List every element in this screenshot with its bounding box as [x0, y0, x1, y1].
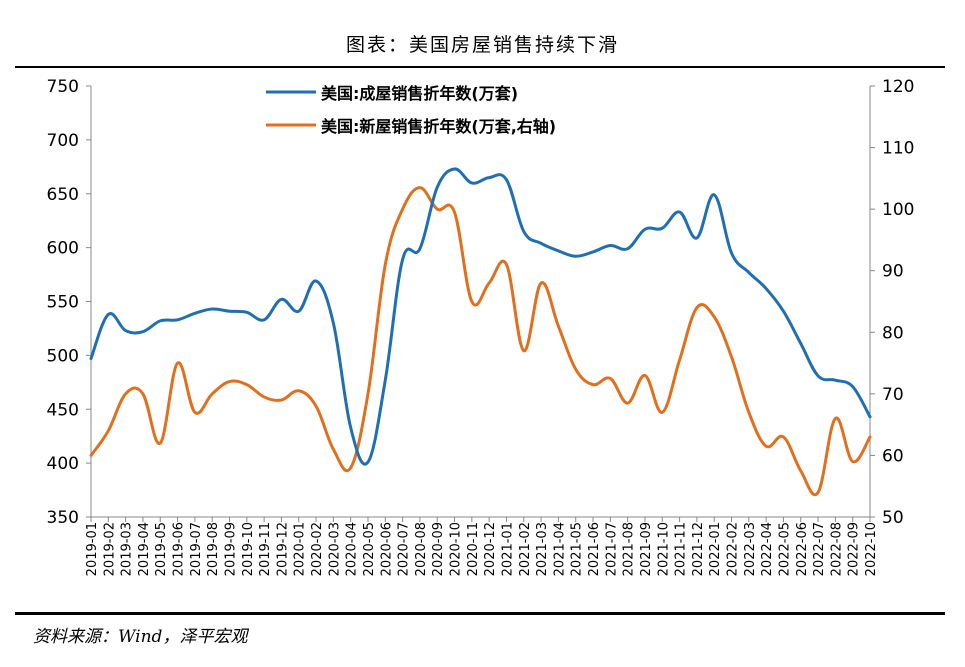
x-tick-label: 2020-01 — [293, 522, 308, 576]
right-y-tick-label: 120 — [882, 77, 914, 97]
x-tick-label: 2021-02 — [518, 522, 533, 576]
right-y-tick-label: 110 — [882, 139, 914, 159]
x-tick-label: 2019-06 — [172, 522, 187, 576]
x-tick-label: 2019-09 — [223, 522, 238, 576]
x-tick-label: 2022-04 — [760, 522, 775, 576]
x-tick-label: 2019-12 — [275, 522, 290, 576]
left-y-tick-label: 450 — [47, 400, 79, 420]
x-tick-label: 2022-02 — [726, 522, 741, 576]
right-y-tick-label: 60 — [882, 446, 904, 466]
x-tick-label: 2020-09 — [431, 522, 446, 576]
left-y-tick-label: 500 — [47, 346, 79, 366]
x-tick-label: 2020-06 — [379, 522, 394, 576]
x-tick-label: 2020-02 — [310, 522, 325, 576]
x-tick-label: 2020-11 — [466, 522, 481, 576]
x-tick-label: 2021-04 — [552, 522, 567, 576]
legend-label: 美国:成屋销售折年数(万套) — [321, 84, 518, 103]
left-y-tick-label: 350 — [47, 508, 79, 528]
x-tick-label: 2021-05 — [570, 522, 585, 576]
x-tick-label: 2022-05 — [777, 522, 792, 576]
x-tick-label: 2019-03 — [120, 522, 135, 576]
left-y-tick-label: 750 — [47, 77, 79, 97]
x-tick-label: 2020-03 — [327, 522, 342, 576]
x-tick-label: 2019-05 — [154, 522, 169, 576]
left-y-tick-label: 400 — [47, 454, 79, 474]
source-note: 资料来源：Wind，泽平宏观 — [33, 627, 248, 647]
line-chart: 350 400 450 500 550 600 650 700 750 50 60 70 80 90 100… — [47, 77, 915, 576]
series-line-new-home-sales — [89, 186, 872, 497]
x-tick-label: 2019-04 — [137, 522, 152, 576]
x-tick-label: 2021-07 — [604, 522, 619, 576]
series-line-existing-home-sales — [89, 167, 872, 466]
x-tick-label: 2022-10 — [864, 522, 879, 576]
x-tick-label: 2022-06 — [795, 522, 810, 576]
x-tick-label: 2020-07 — [397, 522, 412, 576]
x-tick-label: 2021-10 — [656, 522, 671, 576]
x-tick-label: 2019-10 — [241, 522, 256, 576]
x-tick-label: 2019-07 — [189, 522, 204, 576]
x-tick-label: 2019-11 — [258, 522, 273, 576]
x-tick-label: 2022-08 — [829, 522, 844, 576]
x-tick-label: 2021-03 — [535, 522, 550, 576]
top-rule — [15, 66, 945, 68]
right-y-tick-label: 80 — [882, 323, 904, 343]
x-tick-label: 2022-07 — [812, 522, 827, 576]
bottom-rule — [15, 612, 945, 615]
x-tick-label: 2022-09 — [847, 522, 862, 576]
x-tick-label: 2020-08 — [414, 522, 429, 576]
right-y-tick-label: 100 — [882, 200, 914, 220]
x-tick-label: 2022-03 — [743, 522, 758, 576]
legend-label: 美国:新屋销售折年数(万套,右轴) — [321, 117, 556, 136]
x-tick-label: 2019-08 — [206, 522, 221, 576]
x-tick-label: 2021-12 — [691, 522, 706, 576]
x-tick-label: 2021-11 — [674, 522, 689, 576]
x-tick-label: 2020-04 — [345, 522, 360, 576]
x-tick-label: 2020-05 — [362, 522, 377, 576]
chart-title: 图表：美国房屋销售持续下滑 — [345, 34, 619, 56]
right-y-tick-label: 90 — [882, 262, 904, 282]
left-y-tick-label: 650 — [47, 185, 79, 205]
left-y-tick-label: 700 — [47, 131, 79, 151]
x-tick-label: 2020-10 — [449, 522, 464, 576]
right-y-tick-label: 50 — [882, 508, 904, 528]
x-tick-label: 2019-01 — [85, 522, 100, 576]
x-tick-label: 2019-02 — [102, 522, 117, 576]
left-y-tick-label: 600 — [47, 239, 79, 259]
x-tick-label: 2022-01 — [708, 522, 723, 576]
x-tick-label: 2021-09 — [639, 522, 654, 576]
x-tick-label: 2021-01 — [500, 522, 515, 576]
left-y-tick-label: 550 — [47, 293, 79, 313]
x-tick-label: 2020-12 — [483, 522, 498, 576]
x-tick-label: 2021-08 — [622, 522, 637, 576]
x-tick-label: 2021-06 — [587, 522, 602, 576]
right-y-tick-label: 70 — [882, 385, 904, 405]
